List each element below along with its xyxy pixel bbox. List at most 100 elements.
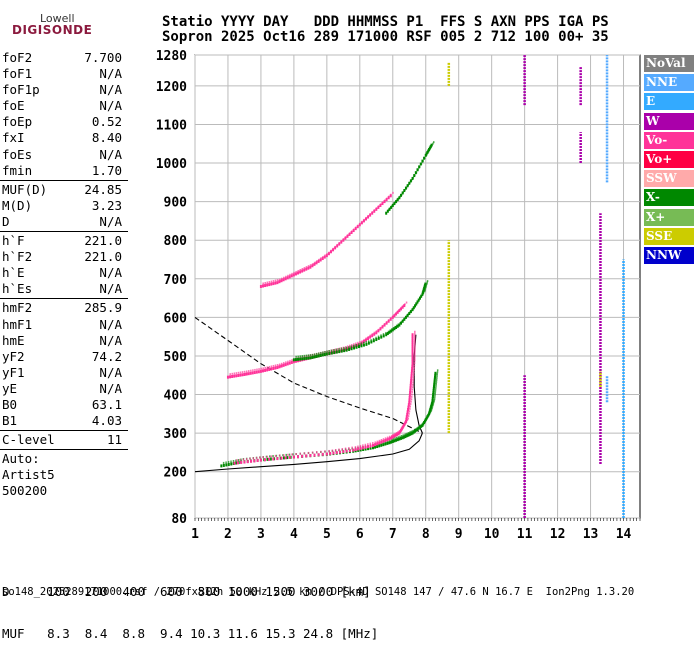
echo-point	[245, 370, 248, 373]
echo-point	[270, 367, 273, 371]
echo-point	[435, 378, 438, 381]
echo-point	[341, 448, 344, 451]
echo-point	[410, 400, 412, 403]
echo-point	[291, 359, 293, 362]
echo-point	[414, 171, 417, 175]
echo-point	[319, 258, 322, 262]
x-tick-label: 14	[616, 527, 632, 542]
echo-point	[253, 459, 256, 463]
echo-point	[251, 371, 254, 375]
echo-point	[225, 461, 227, 464]
echo-point	[389, 194, 392, 198]
echo-point	[301, 268, 304, 271]
echo-point	[274, 364, 277, 367]
echo-point	[355, 345, 358, 349]
echo-point	[414, 336, 416, 339]
param-value: 11	[106, 432, 122, 448]
echo-point	[338, 348, 340, 351]
echo-point	[390, 205, 393, 209]
echo-point	[409, 405, 412, 408]
echo-point	[303, 354, 306, 357]
echo-point	[220, 464, 223, 468]
echo-point	[334, 448, 337, 451]
echo-point	[432, 387, 435, 391]
echo-point	[400, 193, 403, 197]
echo-point	[414, 355, 416, 358]
param-value: 3.23	[91, 197, 122, 213]
echo-point	[401, 191, 404, 195]
echo-point	[321, 257, 324, 261]
echo-point	[375, 207, 378, 211]
x-tick-label: 5	[323, 527, 331, 542]
echo-point	[377, 336, 380, 340]
echo-point	[338, 242, 341, 246]
echo-point	[431, 398, 434, 402]
echo-point	[433, 401, 435, 404]
echo-point	[411, 356, 414, 360]
param-value: 8.40	[91, 130, 122, 146]
echo-point	[309, 265, 312, 269]
echo-point	[350, 230, 353, 234]
echo-point	[325, 452, 328, 456]
echo-point	[369, 446, 372, 450]
echo-point	[410, 374, 413, 378]
echo-point	[369, 442, 372, 445]
header-line-1: Statio YYYY DAY DDD HHMMSS P1 FFS S AXN …	[162, 14, 609, 30]
echo-point	[384, 437, 387, 440]
echo-point	[225, 463, 228, 467]
echo-point	[435, 384, 437, 387]
legend-item: SSW	[644, 170, 694, 188]
echo-point	[408, 312, 411, 316]
echo-point	[435, 380, 438, 383]
echo-point	[239, 373, 242, 377]
echo-point	[305, 354, 308, 357]
echo-point	[372, 446, 374, 450]
echo-point	[367, 341, 370, 345]
echo-point	[246, 460, 249, 464]
echo-point	[393, 327, 396, 331]
echo-point	[385, 333, 388, 337]
echo-point	[364, 447, 367, 451]
echo-point	[325, 352, 328, 356]
echo-point	[434, 373, 437, 377]
echo-point	[409, 431, 411, 434]
echo-point	[430, 408, 433, 411]
echo-point	[412, 378, 414, 381]
echo-point	[346, 345, 349, 348]
param-label: B0	[2, 396, 18, 412]
echo-point	[348, 344, 351, 347]
echo-point	[396, 324, 399, 328]
echo-point	[400, 436, 403, 440]
x-tick-label: 1	[191, 527, 199, 542]
echo-point	[332, 351, 335, 355]
echo-point	[433, 377, 436, 381]
legend-item: E	[644, 93, 694, 111]
param-row: yE N/A	[0, 381, 130, 397]
echo-point	[324, 254, 326, 257]
echo-point	[432, 391, 435, 395]
echo-point	[357, 447, 360, 451]
echo-point	[276, 457, 279, 461]
echo-point	[411, 339, 414, 343]
echo-point	[270, 365, 273, 368]
echo-point	[328, 449, 330, 452]
echo-point	[332, 248, 335, 252]
echo-point	[393, 202, 396, 206]
echo-point	[398, 323, 401, 327]
echo-point	[373, 332, 376, 336]
echo-point	[404, 435, 407, 439]
echo-point	[229, 373, 231, 376]
echo-point	[411, 360, 414, 364]
echo-point	[278, 280, 281, 284]
legend-item: NoVal	[644, 55, 694, 72]
echo-point	[406, 433, 409, 437]
echo-point	[367, 443, 369, 446]
echo-point	[365, 341, 367, 344]
echo-point	[414, 334, 416, 337]
echo-point	[256, 368, 258, 371]
y-tick-label: 800	[164, 234, 188, 249]
echo-point	[384, 442, 387, 446]
echo-point	[311, 353, 314, 356]
param-row: h`F2 221.0	[0, 249, 130, 265]
echo-point	[268, 365, 271, 368]
